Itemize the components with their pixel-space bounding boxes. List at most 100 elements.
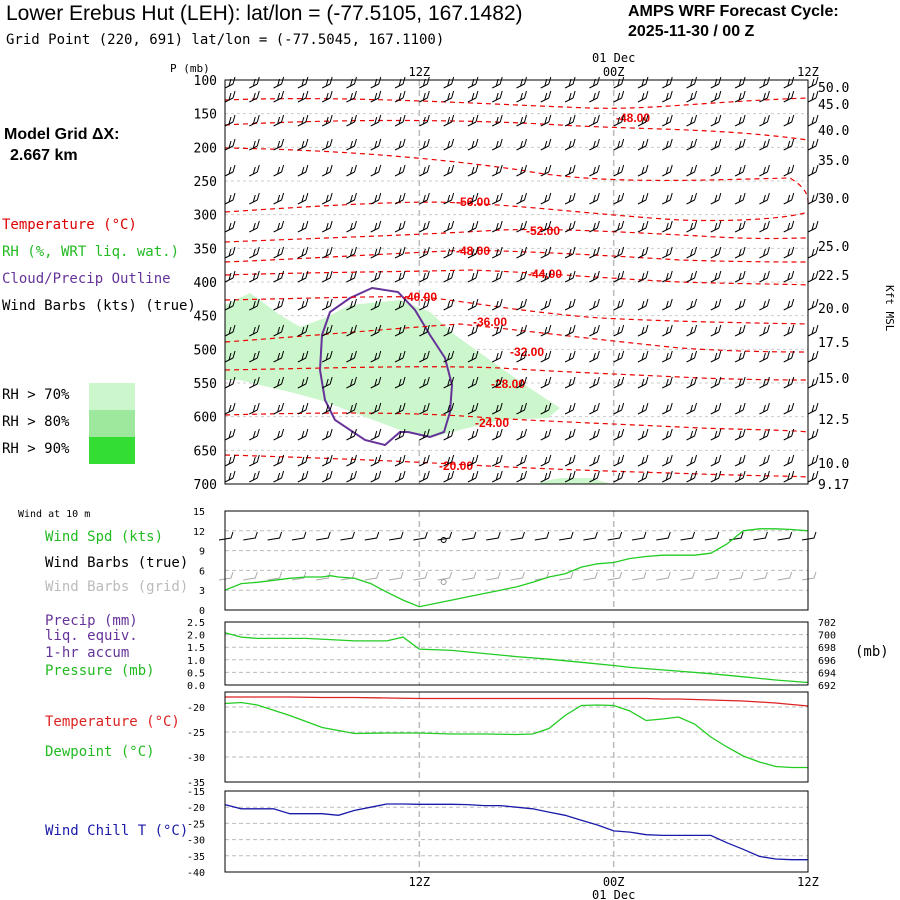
- wind-barb: [249, 138, 260, 151]
- temp-ytick: -20: [187, 703, 205, 714]
- wind-barb: [516, 324, 527, 337]
- wind-barb: [807, 76, 819, 89]
- wind-barb: [394, 246, 406, 259]
- legend-rh: RH (%, WRT liq. wat.): [2, 244, 180, 260]
- wind-barb: [662, 164, 673, 177]
- true-wind-barb: [437, 531, 453, 541]
- true-wind-barb: [267, 531, 283, 541]
- wind-barb: [346, 114, 357, 127]
- temp-ytick: -35: [187, 778, 205, 789]
- isotherm-line: [224, 366, 809, 381]
- wind-barb: [759, 270, 770, 283]
- wind-barb: [589, 90, 600, 103]
- true-wind-barb: [486, 531, 501, 541]
- wind-barb: [759, 402, 770, 415]
- wind-barb: [564, 470, 576, 483]
- wind-barb: [491, 192, 503, 205]
- isotherm-line: [224, 269, 809, 286]
- legend-rh70: RH > 70%: [2, 387, 70, 403]
- wind-barb: [637, 270, 649, 283]
- wind-barb: [540, 138, 552, 151]
- wind-barb: [321, 138, 333, 151]
- wind-barb: [467, 114, 479, 127]
- wind-barb: [734, 428, 746, 441]
- wind-barb: [346, 470, 357, 483]
- dewpoint-label: Dewpoint (°C): [45, 744, 155, 760]
- wind-barb: [759, 454, 770, 467]
- wind-barb: [273, 246, 285, 259]
- wind-barb: [710, 298, 722, 311]
- wind-barb: [613, 402, 625, 415]
- wind-barb: [346, 164, 357, 177]
- wind-barb: [540, 428, 552, 441]
- wind-barb: [321, 376, 333, 389]
- isotherm-label: -36.00: [473, 315, 507, 329]
- wind-barb: [273, 470, 285, 483]
- legend-cloud: Cloud/Precip Outline: [2, 271, 171, 287]
- wind-barb: [613, 270, 625, 283]
- wind-ytick: 12: [193, 527, 205, 538]
- wind-barb: [564, 298, 576, 311]
- wind-barb: [783, 164, 795, 177]
- wind-barb: [589, 270, 600, 283]
- wind-barb: [321, 402, 333, 415]
- wind-barb: [540, 246, 552, 259]
- wind-ytick: 3: [199, 586, 205, 597]
- wind-barb: [516, 90, 527, 103]
- grid-wind-barb: [316, 571, 331, 581]
- wind-ytick: 9: [199, 547, 205, 558]
- wind-barb: [419, 454, 430, 467]
- wind-barb: [734, 376, 746, 389]
- wind-barb: [662, 454, 673, 467]
- wind-barb: [710, 454, 722, 467]
- true-wind-barb: [680, 531, 696, 541]
- wind-barb: [443, 324, 455, 337]
- wind-barb: [224, 76, 236, 89]
- wind-barb: [807, 114, 819, 127]
- wind-barb: [467, 76, 479, 89]
- wind-barb: [662, 428, 673, 441]
- grid-wind-barb: [729, 571, 744, 581]
- wind-barb: [807, 220, 819, 233]
- wind-barb: [662, 350, 673, 363]
- wind-barb: [370, 428, 382, 441]
- wind-barb: [419, 428, 430, 441]
- true-wind-barb: [777, 531, 793, 541]
- wind-barb: [589, 76, 600, 89]
- wind-barb: [759, 76, 770, 89]
- wind-barb: [394, 298, 406, 311]
- kft-tick: 15.0: [818, 372, 849, 387]
- wind-barb: [273, 428, 285, 441]
- wind-barb: [467, 428, 479, 441]
- pressure-ytick: 694: [818, 668, 836, 679]
- pressure-tick: 500: [194, 343, 217, 358]
- wind-barb: [224, 402, 236, 415]
- wind-barb: [467, 138, 479, 151]
- wind-barb: [249, 270, 260, 283]
- wind-barb: [564, 220, 576, 233]
- wind-barb: [637, 138, 649, 151]
- true-wind-barb: [218, 531, 234, 541]
- grid-wind-barb: [413, 571, 428, 581]
- grid-wind-barb: [753, 571, 768, 581]
- wind-barb: [467, 90, 479, 103]
- wind-barb: [273, 454, 285, 467]
- forecast-cycle-value: 2025-11-30 / 00 Z: [628, 23, 755, 40]
- wind-barb: [686, 350, 698, 363]
- wind-barb: [321, 324, 333, 337]
- wind-barb: [467, 246, 479, 259]
- wind-barb: [759, 138, 770, 151]
- true-wind-barb: [631, 531, 647, 541]
- wind-barb: [516, 428, 527, 441]
- wind-barb: [783, 470, 795, 483]
- wind-barb: [224, 298, 236, 311]
- wind-barb: [370, 76, 382, 89]
- wind-barb: [759, 90, 770, 103]
- grid-wind-barb: [656, 571, 671, 581]
- wind-barb: [807, 246, 819, 259]
- wind-barb: [637, 376, 649, 389]
- pressure-tick: 400: [194, 276, 217, 291]
- profile-wind-barb-row: [224, 376, 819, 389]
- wind-barb: [419, 270, 430, 283]
- windchill-label: Wind Chill T (°C): [45, 823, 189, 839]
